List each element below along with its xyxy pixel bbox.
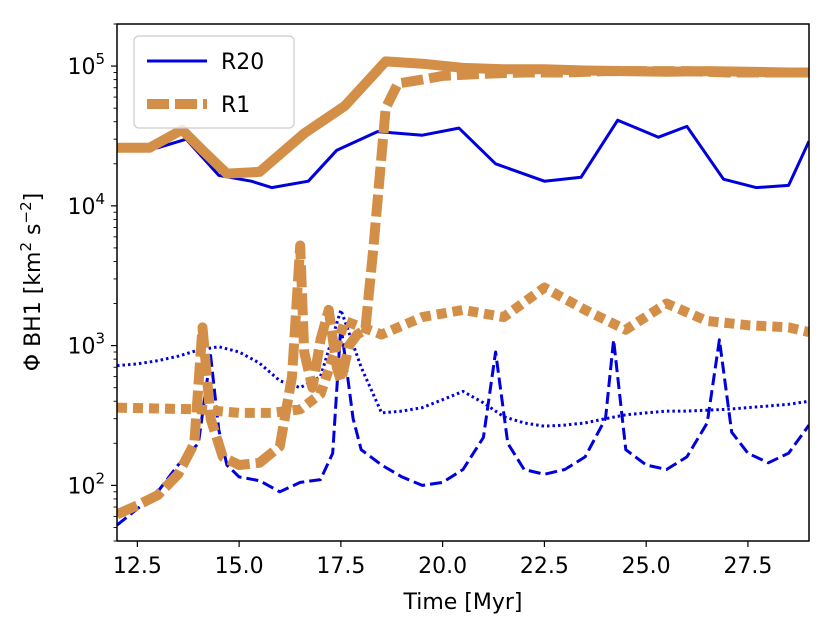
y-axis-label-mid: s bbox=[21, 224, 46, 242]
series-line-r20-dashed bbox=[117, 323, 809, 527]
legend: R20 R1 bbox=[133, 35, 295, 129]
legend-label-r20: R20 bbox=[221, 50, 264, 75]
x-tick-label: 17.5 bbox=[316, 554, 365, 579]
x-axis-label: Time [Myr] bbox=[402, 590, 522, 615]
series-layer bbox=[117, 56, 809, 527]
y-axis-label: Φ BH1 [km2 s−2] bbox=[17, 193, 46, 371]
x-axis-ticks: 12.5 15.0 17.5 20.0 22.5 25.0 27.5 bbox=[113, 541, 772, 579]
series-line-r1-dotted bbox=[117, 282, 809, 418]
legend-label-r1: R1 bbox=[221, 93, 250, 118]
x-tick-label: 15.0 bbox=[215, 554, 264, 579]
y-tick-label: 102 bbox=[67, 469, 105, 499]
y-axis-label-end: ] bbox=[21, 193, 46, 202]
y-axis-label-sup1: 2 bbox=[17, 242, 35, 252]
series-line-r1-dashed bbox=[117, 66, 809, 519]
x-tick-label: 25.0 bbox=[622, 554, 671, 579]
y-axis-ticks: 102 103 104 105 bbox=[67, 23, 117, 542]
y-axis-label-sup2: −2 bbox=[17, 201, 35, 223]
y-tick-label: 103 bbox=[67, 330, 105, 360]
legend-box bbox=[133, 35, 295, 129]
y-tick-label: 105 bbox=[67, 50, 105, 80]
x-tick-label: 27.5 bbox=[723, 554, 772, 579]
series-line-r20-dotted bbox=[117, 308, 809, 428]
x-tick-label: 12.5 bbox=[113, 554, 162, 579]
y-axis-label-main: Φ BH1 [km bbox=[21, 252, 46, 372]
plot-frame bbox=[116, 23, 810, 542]
x-tick-label: 22.5 bbox=[520, 554, 569, 579]
x-tick-label: 20.0 bbox=[418, 554, 467, 579]
y-tick-label: 104 bbox=[67, 190, 105, 220]
